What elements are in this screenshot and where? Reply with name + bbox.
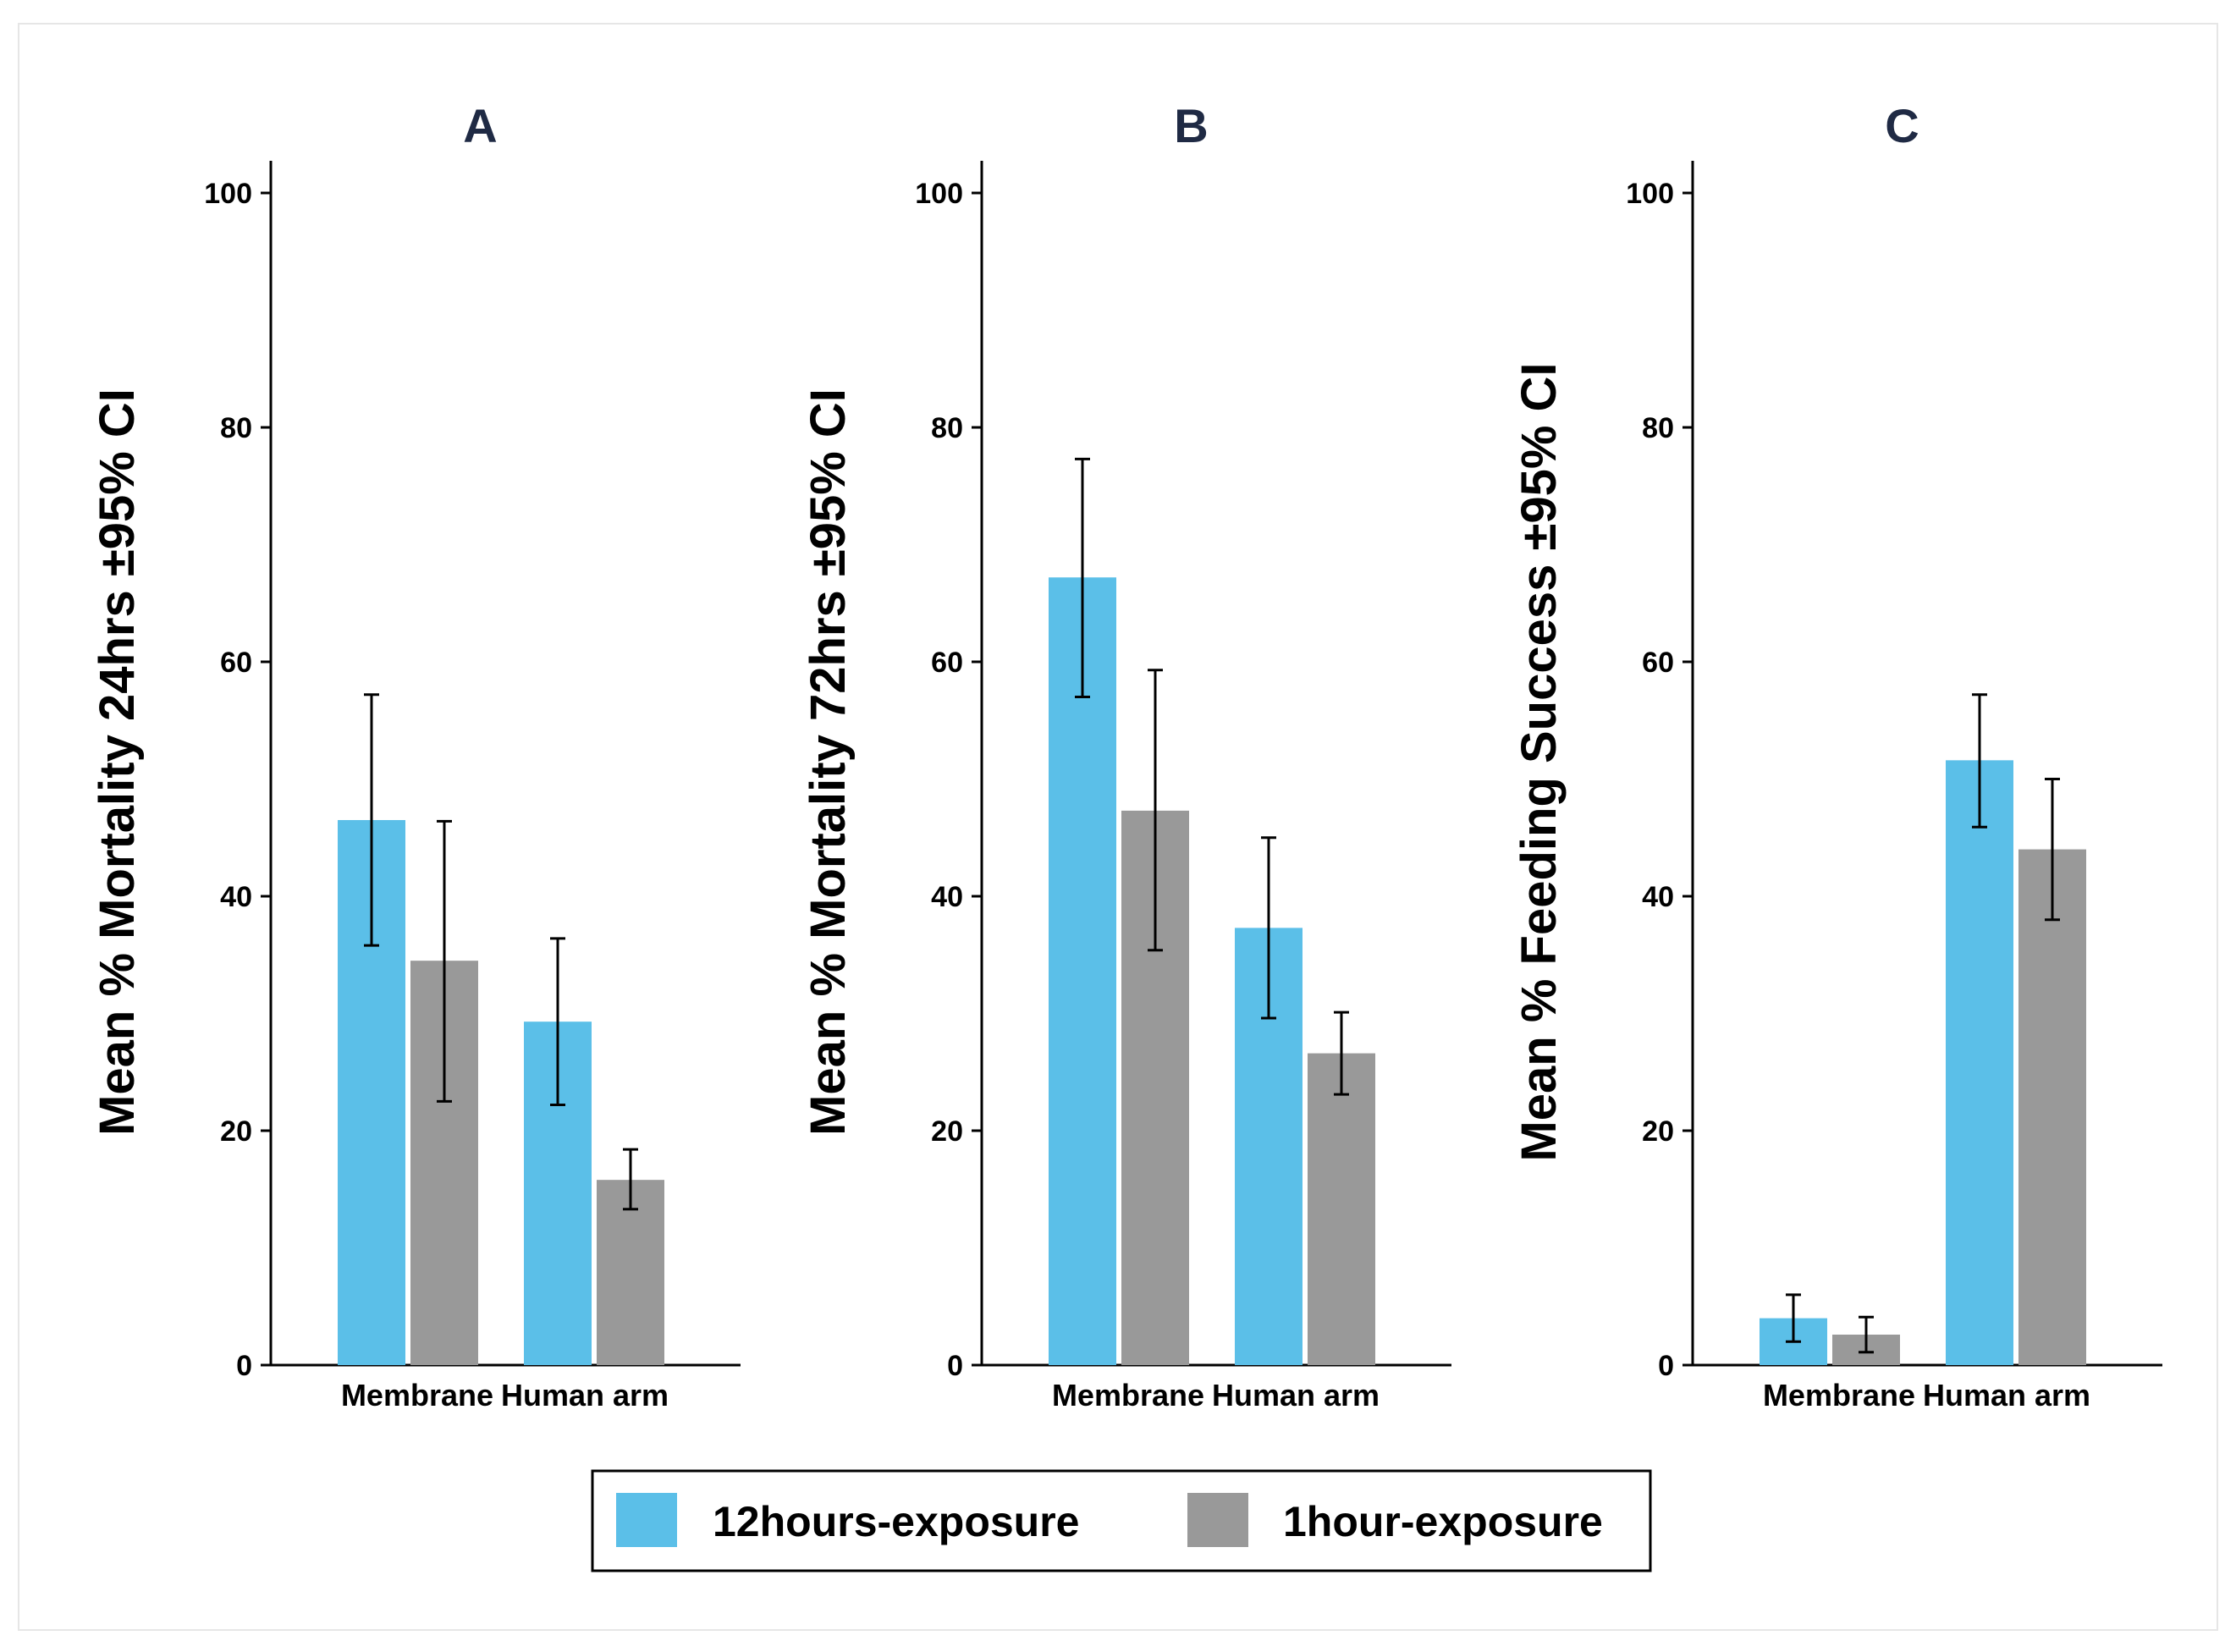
bar-1hour-human-arm (2018, 849, 2086, 1365)
y-tick-label: 20 (1642, 1115, 1674, 1148)
panels: A Mean % Mortality 24hrs ±95% CI 0 20 40 60 80… (90, 99, 2162, 1412)
legend-swatch-12hours (616, 1493, 677, 1547)
y-axis-label: Mean % Feeding Success ±95% CI (1512, 362, 1567, 1161)
legend: 12hours-exposure 1hour-exposure (591, 1469, 1652, 1572)
y-tick-label: 80 (220, 412, 252, 444)
y-tick-label: 60 (220, 647, 252, 679)
y-tick-label: 60 (1642, 647, 1674, 679)
y-tick-label: 0 (947, 1350, 963, 1382)
y-tick-label: 40 (1642, 881, 1674, 913)
x-category-label: Membrane (1763, 1378, 1915, 1412)
panel-a: A Mean % Mortality 24hrs ±95% CI 0 20 40 60 80… (90, 99, 741, 1412)
bar-1hour-human-arm (1308, 1053, 1375, 1365)
panel-title: B (1174, 99, 1208, 152)
x-category-label: Membrane (1052, 1378, 1204, 1412)
panel-c: C Mean % Feeding Success ±95% CI 0 20 40 60 80… (1512, 99, 2162, 1412)
y-tick-label: 40 (220, 881, 252, 913)
bar-1hour-human-arm (597, 1180, 664, 1365)
y-tick-label: 80 (931, 412, 963, 444)
y-tick-label: 40 (931, 881, 963, 913)
bar-12hours-human-arm (1946, 760, 2013, 1365)
y-tick-label: 20 (220, 1115, 252, 1148)
panel-title: A (463, 99, 497, 152)
y-tick-label: 80 (1642, 412, 1674, 444)
bar-12hours-membrane (1049, 577, 1116, 1365)
panel-title: C (1885, 99, 1919, 152)
y-tick-label: 100 (1626, 178, 1674, 210)
panel-b: B Mean % Mortality 72hrs ±95% CI 0 20 40 60 80… (801, 99, 1451, 1412)
y-tick-label: 20 (931, 1115, 963, 1148)
legend-label-12hours: 12hours-exposure (713, 1498, 1079, 1545)
y-tick-label: 0 (236, 1350, 252, 1382)
y-tick-label: 0 (1658, 1350, 1674, 1382)
x-category-label: Human arm (501, 1378, 669, 1412)
x-category-label: Human arm (1923, 1378, 2090, 1412)
legend-label-1hour: 1hour-exposure (1283, 1498, 1603, 1545)
y-axis-label: Mean % Mortality 72hrs ±95% CI (801, 388, 856, 1136)
y-tick-label: 60 (931, 647, 963, 679)
y-tick-label: 100 (915, 178, 963, 210)
x-category-label: Membrane (341, 1378, 493, 1412)
legend-box (591, 1469, 1652, 1572)
x-category-label: Human arm (1212, 1378, 1380, 1412)
y-tick-label: 100 (204, 178, 252, 210)
y-axis-label: Mean % Mortality 24hrs ±95% CI (90, 388, 145, 1136)
legend-swatch-1hour (1187, 1493, 1248, 1547)
